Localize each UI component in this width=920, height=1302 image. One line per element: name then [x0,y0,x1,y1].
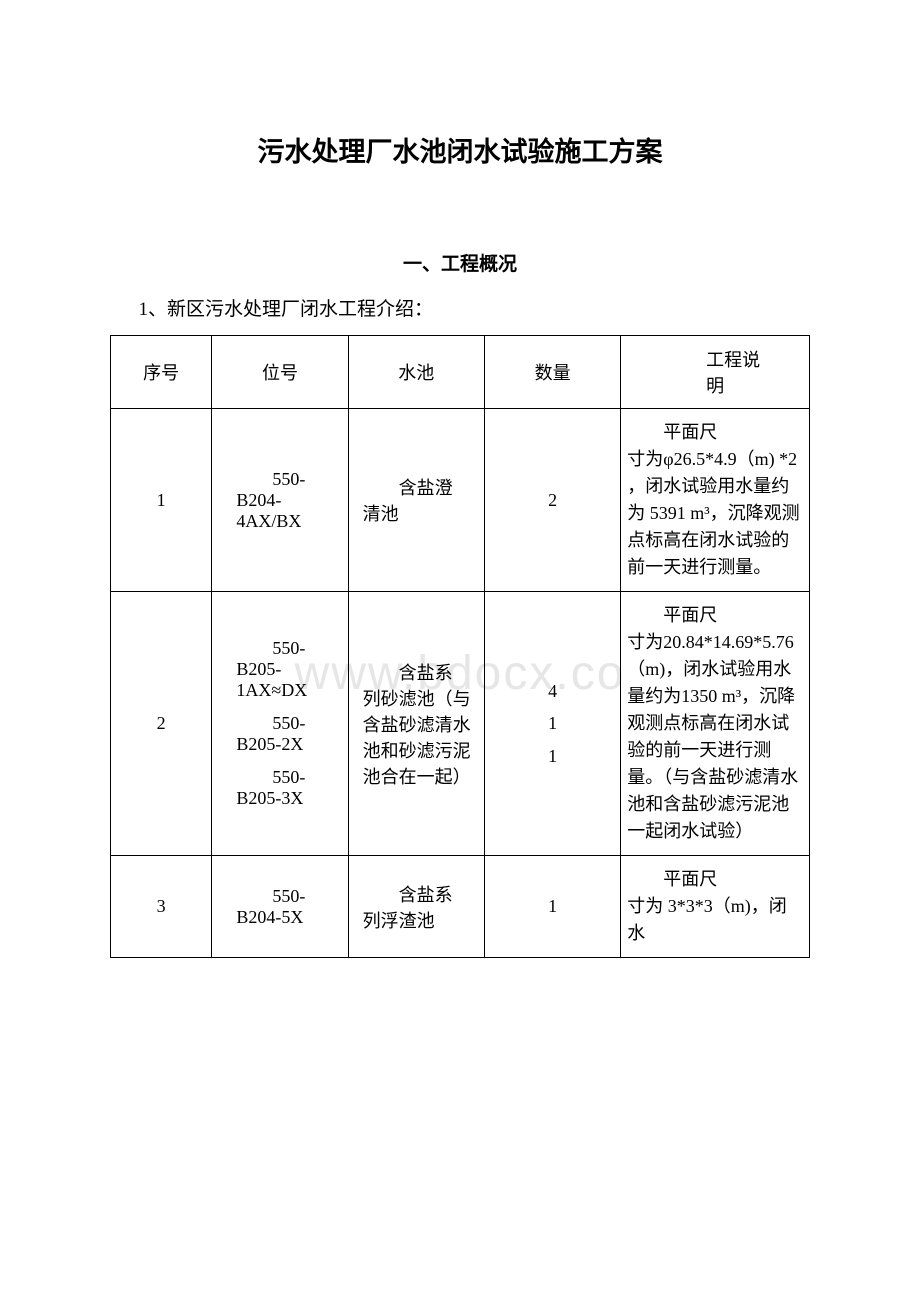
desc-rest: 寸为φ26.5*4.9（m) *2 ，闭水试验用水量约为 5391 m³，沉降观… [627,449,799,577]
pool-line2: 列浮渣池 [363,907,476,933]
pool-line1: 含盐系 [363,881,476,907]
header-desc-line2: 明 [706,376,724,396]
header-qty: 数量 [484,336,620,409]
table-row: 1 550- B204-4AX/BX 含盐澄 清池 2 平面尺寸为φ26.5*4… [111,409,810,592]
code-line1: 550- [236,886,339,907]
header-desc-line1: 工程说 [629,346,801,372]
header-code: 位号 [212,336,348,409]
cell-qty: 2 [484,409,620,592]
table-row: 2 550- B205-1AX≈DX 550- B205-2X 550- B20… [111,592,810,856]
desc-rest: 寸为20.84*14.69*5.76（m)，闭水试验用水量约为1350 m³，沉… [627,632,798,841]
pool-line1: 含盐系 [363,659,476,685]
project-table: 序号 位号 水池 数量 工程说 明 1 550- B204-4AX/BX 含盐澄… [110,335,810,958]
code-line1: 550- [236,469,339,490]
code-line5: 550- [236,767,339,788]
cell-code: 550- B204-5X [212,856,348,958]
table-row: 3 550- B204-5X 含盐系 列浮渣池 1 平面尺寸为 3*3*3（m)… [111,856,810,958]
pool-line2: 列砂滤池（与含盐砂滤清水池和砂滤污泥池合在一起） [363,685,476,789]
section-title: 一、工程概况 [110,249,810,276]
qty-v2: 1 [493,707,612,739]
qty-v3: 1 [493,740,612,772]
cell-code: 550- B205-1AX≈DX 550- B205-2X 550- B205-… [212,592,348,856]
pool-line1: 含盐澄 [363,474,476,500]
qty-v1: 4 [493,675,612,707]
cell-qty: 4 1 1 [484,592,620,856]
cell-code: 550- B204-4AX/BX [212,409,348,592]
cell-desc: 平面尺寸为φ26.5*4.9（m) *2 ，闭水试验用水量约为 5391 m³，… [621,409,810,592]
cell-pool: 含盐系 列砂滤池（与含盐砂滤清水池和砂滤污泥池合在一起） [348,592,484,856]
qty-value: 2 [493,484,612,516]
code-line4: B205-2X [236,734,339,755]
desc-line1: 平面尺 [627,602,803,629]
cell-qty: 1 [484,856,620,958]
header-desc: 工程说 明 [621,336,810,409]
qty-value: 1 [493,890,612,922]
document-title: 污水处理厂水池闭水试验施工方案 [110,130,810,169]
code-line1: 550- [236,638,339,659]
code-line6: B205-3X [236,788,339,809]
cell-desc: 平面尺寸为 3*3*3（m)，闭水 [621,856,810,958]
intro-text: 1、新区污水处理厂闭水工程介绍： [110,294,810,321]
cell-desc: 平面尺寸为20.84*14.69*5.76（m)，闭水试验用水量约为1350 m… [621,592,810,856]
cell-seq: 2 [111,592,212,856]
header-pool: 水池 [348,336,484,409]
code-line2: B204-5X [236,907,339,928]
desc-line1: 平面尺 [627,866,803,893]
desc-rest: 寸为 3*3*3（m)，闭水 [627,896,787,943]
desc-line1: 平面尺 [627,419,803,446]
code-line2: B204-4AX/BX [236,490,339,532]
cell-pool: 含盐澄 清池 [348,409,484,592]
code-line3: 550- [236,713,339,734]
cell-seq: 1 [111,409,212,592]
cell-seq: 3 [111,856,212,958]
code-line2: B205-1AX≈DX [236,659,339,701]
header-seq: 序号 [111,336,212,409]
cell-pool: 含盐系 列浮渣池 [348,856,484,958]
pool-line2: 清池 [363,500,476,526]
table-header-row: 序号 位号 水池 数量 工程说 明 [111,336,810,409]
